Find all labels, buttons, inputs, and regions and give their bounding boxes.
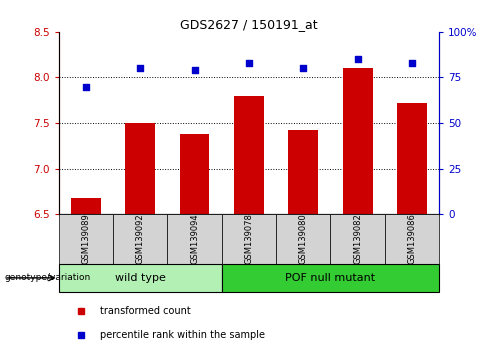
Bar (234, 96, 264, 214)
Text: transformed count: transformed count (101, 306, 191, 316)
Text: GSM139080: GSM139080 (299, 213, 308, 264)
Bar (59, 264, 222, 292)
Point (354, 56, 362, 62)
Text: GSM139078: GSM139078 (244, 213, 253, 264)
Point (82, 84, 90, 89)
Bar (113, 214, 167, 264)
Text: POF null mutant: POF null mutant (285, 273, 375, 283)
Bar (288, 130, 318, 214)
Bar (276, 214, 330, 264)
Bar (330, 214, 385, 264)
Bar (125, 123, 155, 214)
Point (245, 60, 253, 66)
Text: GSM139092: GSM139092 (136, 213, 144, 264)
Text: genotype/variation: genotype/variation (5, 273, 91, 282)
Title: GDS2627 / 150191_at: GDS2627 / 150191_at (180, 18, 318, 31)
Point (299, 65, 307, 71)
Bar (222, 264, 439, 292)
Bar (222, 214, 276, 264)
Text: percentile rank within the sample: percentile rank within the sample (101, 330, 265, 341)
Bar (71, 198, 101, 214)
Bar (167, 214, 222, 264)
Bar (385, 214, 439, 264)
Text: GSM139089: GSM139089 (81, 213, 90, 264)
Point (136, 65, 144, 71)
Text: GSM139094: GSM139094 (190, 213, 199, 264)
Bar (180, 134, 209, 214)
Text: GSM139082: GSM139082 (353, 213, 362, 264)
Point (408, 60, 416, 66)
Bar (59, 214, 113, 264)
Text: wild type: wild type (115, 273, 165, 283)
Bar (397, 103, 427, 214)
Point (191, 67, 199, 73)
Bar (343, 68, 373, 214)
Text: GSM139086: GSM139086 (407, 213, 417, 264)
